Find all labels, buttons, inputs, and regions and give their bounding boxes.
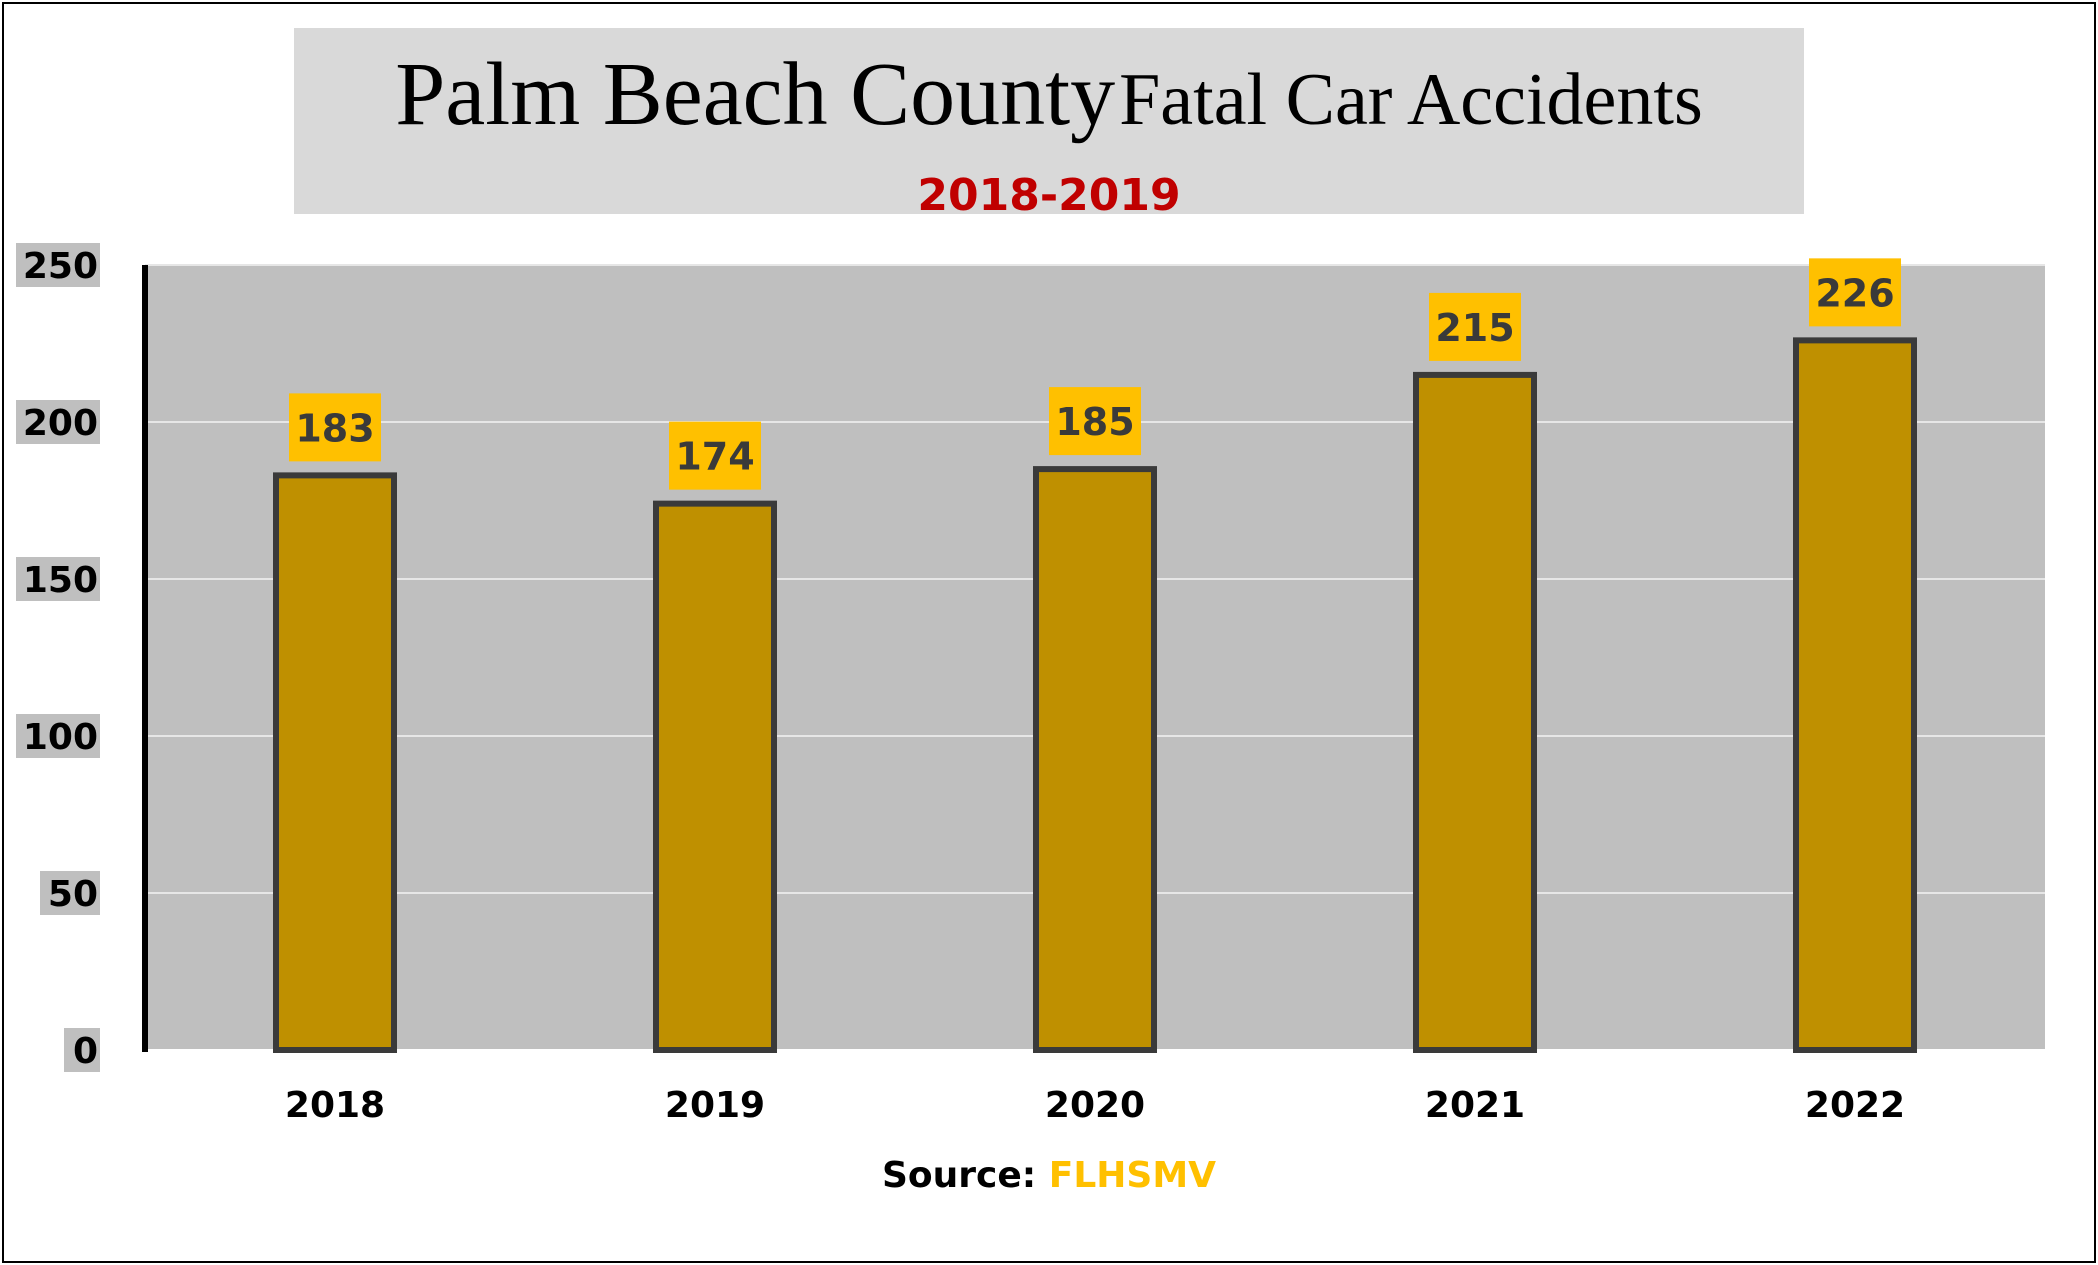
data-label: 185: [1055, 400, 1134, 444]
x-tick-label: 2022: [1805, 1085, 1905, 1126]
y-tick-label: 0: [73, 1031, 98, 1072]
chart-subtitle: 2018-2019: [917, 170, 1181, 221]
x-tick-label: 2021: [1425, 1085, 1525, 1126]
y-tick-label-box: [16, 400, 100, 444]
x-tick-label: 2020: [1045, 1085, 1145, 1126]
data-label: 215: [1435, 306, 1514, 350]
y-tick-label: 200: [23, 403, 98, 444]
source-note: Source: FLHSMV: [0, 1158, 2098, 1194]
bar: [1033, 466, 1157, 1054]
data-label-box: [669, 421, 761, 490]
title-box: Palm Beach County Fatal Car Accidents 20…: [294, 28, 1804, 218]
bar: [273, 472, 397, 1053]
y-tick-label: 150: [23, 560, 98, 601]
data-label: 174: [675, 435, 754, 479]
y-tick-label-box: [16, 243, 100, 287]
title-part-1: Palm Beach County: [395, 45, 1116, 144]
bar: [653, 500, 777, 1053]
data-label: 226: [1815, 271, 1894, 315]
y-tick-label-box: [64, 1028, 100, 1072]
y-tick-label-box: [40, 871, 100, 915]
chart-title: Palm Beach County Fatal Car Accidents: [294, 50, 1804, 140]
bar: [1413, 371, 1537, 1053]
y-tick-label: 100: [23, 717, 98, 758]
data-label-box: [1049, 387, 1141, 456]
data-label-box: [289, 393, 381, 462]
y-tick-label-box: [16, 714, 100, 758]
y-tick-label: 250: [23, 246, 98, 287]
y-tick-label-box: [16, 557, 100, 601]
data-label-box: [1429, 292, 1521, 361]
title-part-2: Fatal Car Accidents: [1119, 59, 1703, 141]
source-name: FLHSMV: [1048, 1155, 1217, 1196]
y-tick-label: 50: [48, 874, 98, 915]
data-label-box: [1809, 258, 1901, 327]
x-tick-label: 2019: [665, 1085, 765, 1126]
data-label: 183: [295, 406, 374, 450]
bar: [1793, 337, 1917, 1053]
x-tick-label: 2018: [285, 1085, 385, 1126]
source-label: Source:: [881, 1155, 1037, 1196]
